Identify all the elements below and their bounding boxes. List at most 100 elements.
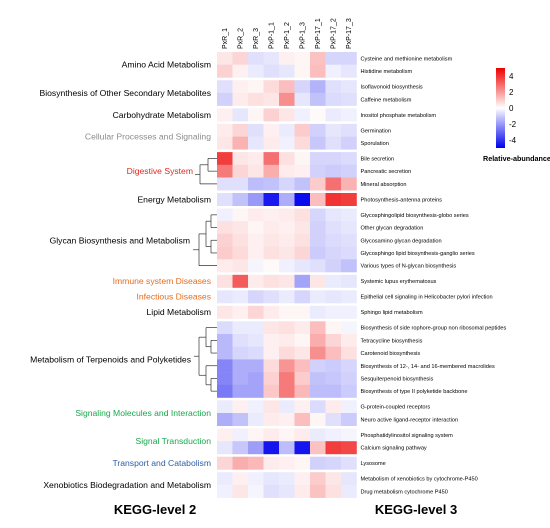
- heatmap-cell: [232, 305, 249, 319]
- level3-label: Biosynthesis of side rophore-group non r…: [361, 326, 507, 332]
- heatmap-cell: [310, 52, 326, 65]
- level2-label: Biosynthesis of Other Secondary Metaboli…: [40, 88, 212, 98]
- level3-labels: Cysteine and methionine metabolism Histid…: [361, 56, 507, 495]
- heatmap-cell: [217, 428, 233, 442]
- heatmap-cell: [263, 164, 280, 178]
- heatmap-cell: [217, 413, 233, 426]
- heatmap-cell: [232, 193, 249, 206]
- level3-label: Germination: [361, 128, 391, 134]
- heatmap-cells: [217, 52, 357, 498]
- heatmap-cell: [325, 233, 342, 247]
- heatmap-cell: [248, 484, 264, 498]
- heatmap-cell: [279, 484, 295, 498]
- level3-label: Tetracycline biosynthesis: [361, 338, 423, 344]
- heatmap-cell: [325, 359, 342, 373]
- heatmap-cell: [341, 64, 357, 78]
- heatmap-cell: [279, 472, 295, 486]
- heatmap-cell: [325, 441, 342, 455]
- heatmap-cell: [341, 400, 357, 414]
- heatmap-cell: [279, 193, 295, 206]
- heatmap-cell: [325, 80, 342, 94]
- heatmap-cell: [232, 80, 249, 94]
- heatmap-cell: [263, 456, 280, 470]
- heatmap-cell: [279, 92, 295, 106]
- heatmap-cell: [294, 413, 311, 426]
- heatmap-cell: [263, 233, 280, 247]
- level2-label: Xenobiotics Biodegradation and Metabolis…: [43, 480, 211, 490]
- level3-label: Histidine metabolism: [361, 69, 413, 75]
- heatmap-cell: [217, 400, 233, 414]
- heatmap-cell: [248, 80, 264, 94]
- heatmap-cell: [248, 321, 264, 335]
- heatmap-cell: [294, 384, 311, 398]
- heatmap-cell: [341, 484, 357, 498]
- heatmap-cell: [217, 123, 233, 137]
- legend-tick-label: 2: [509, 88, 514, 97]
- heatmap-cell: [232, 384, 249, 398]
- heatmap-cell: [325, 290, 342, 304]
- heatmap-cell: [279, 108, 295, 122]
- column-label: PxP-1_1: [268, 22, 275, 49]
- heatmap-cell: [325, 164, 342, 178]
- heatmap-cell: [248, 274, 264, 288]
- heatmap-cell: [341, 305, 357, 319]
- heatmap-cell: [248, 52, 264, 65]
- heatmap-cell: [341, 321, 357, 335]
- heatmap-cell: [248, 472, 264, 486]
- heatmap-cell: [294, 193, 311, 206]
- heatmap-cell: [279, 334, 295, 347]
- level3-label: Neuro active ligand-receptor interaction: [361, 417, 459, 423]
- heatmap-cell: [294, 80, 311, 94]
- heatmap-cell: [310, 246, 326, 260]
- level3-label: Biosynthesis of type II polyketide backb…: [361, 389, 468, 395]
- heatmap-cell: [217, 274, 233, 288]
- heatmap-cell: [232, 208, 249, 222]
- heatmap-cell: [232, 441, 249, 455]
- heatmap-cell: [263, 372, 280, 386]
- heatmap-cell: [217, 456, 233, 470]
- heatmap-cell: [263, 92, 280, 106]
- heatmap-cell: [248, 456, 264, 470]
- heatmap-cell: [310, 456, 326, 470]
- heatmap-cell: [248, 290, 264, 304]
- heatmap-cell: [325, 123, 342, 137]
- heatmap-cell: [310, 92, 326, 106]
- heatmap-cell: [263, 321, 280, 335]
- heatmap-cell: [232, 372, 249, 386]
- heatmap-cell: [263, 472, 280, 486]
- heatmap-cell: [310, 164, 326, 178]
- legend-tick-label: -4: [509, 136, 517, 145]
- heatmap-cell: [294, 259, 311, 273]
- level2-label: Infectious Diseases: [136, 292, 211, 302]
- heatmap-cell: [217, 64, 233, 78]
- heatmap-cell: [232, 428, 249, 442]
- heatmap-cell: [341, 193, 357, 206]
- heatmap-cell: [294, 305, 311, 319]
- heatmap-cell: [248, 136, 264, 150]
- column-label: PxP-1_2: [284, 22, 291, 49]
- heatmap-cell: [325, 64, 342, 78]
- level2-label: Immune system Diseases: [113, 276, 211, 286]
- level3-label: Glycosphingo lipid biosynthesis-ganglio …: [361, 251, 475, 257]
- heatmap-cell: [217, 152, 233, 166]
- heatmap-cell: [217, 321, 233, 335]
- heatmap-cell: [294, 92, 311, 106]
- heatmap-cell: [294, 359, 311, 373]
- heatmap-cell: [217, 164, 233, 178]
- level3-label: Calcium signaling pathway: [361, 446, 427, 452]
- heatmap-cell: [310, 123, 326, 137]
- heatmap-cell: [310, 152, 326, 166]
- column-label: PxR_3: [253, 28, 260, 49]
- heatmap-cell: [294, 123, 311, 137]
- heatmap-cell: [325, 321, 342, 335]
- heatmap-cell: [279, 400, 295, 414]
- heatmap-cell: [248, 259, 264, 273]
- heatmap-cell: [294, 52, 311, 65]
- heatmap-cell: [217, 484, 233, 498]
- heatmap-cell: [294, 290, 311, 304]
- heatmap-cell: [310, 193, 326, 206]
- level3-label: Glycosphingolipid biosynthesis-globo ser…: [361, 213, 469, 219]
- heatmap-cell: [232, 177, 249, 191]
- heatmap-cell: [341, 259, 357, 273]
- heatmap-cell: [325, 346, 342, 360]
